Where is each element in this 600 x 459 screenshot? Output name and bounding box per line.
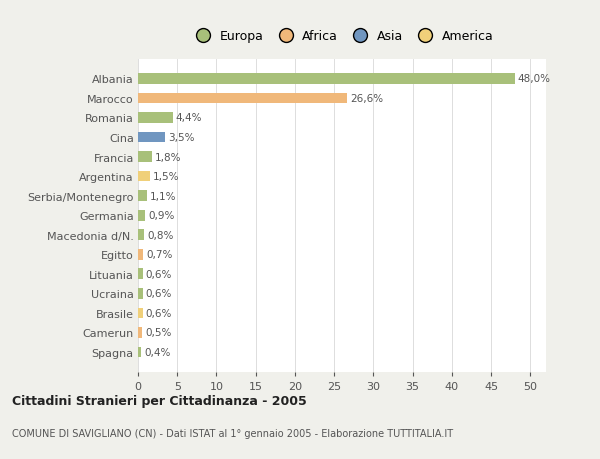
Text: 0,6%: 0,6%: [146, 269, 172, 279]
Text: 0,6%: 0,6%: [146, 308, 172, 318]
Text: COMUNE DI SAVIGLIANO (CN) - Dati ISTAT al 1° gennaio 2005 - Elaborazione TUTTITA: COMUNE DI SAVIGLIANO (CN) - Dati ISTAT a…: [12, 428, 453, 438]
Bar: [138, 347, 141, 358]
Bar: [138, 308, 143, 319]
Bar: [138, 74, 515, 84]
Text: Cittadini Stranieri per Cittadinanza - 2005: Cittadini Stranieri per Cittadinanza - 2…: [12, 394, 307, 407]
Text: 0,4%: 0,4%: [144, 347, 170, 357]
Bar: [138, 93, 347, 104]
Bar: [138, 230, 144, 241]
Bar: [138, 171, 150, 182]
Text: 48,0%: 48,0%: [518, 74, 551, 84]
Text: 0,7%: 0,7%: [146, 250, 173, 260]
Bar: [138, 249, 143, 260]
Bar: [138, 288, 143, 299]
Bar: [138, 327, 142, 338]
Text: 0,5%: 0,5%: [145, 328, 172, 338]
Text: 0,9%: 0,9%: [148, 211, 175, 221]
Bar: [138, 113, 173, 123]
Text: 1,8%: 1,8%: [155, 152, 182, 162]
Legend: Europa, Africa, Asia, America: Europa, Africa, Asia, America: [185, 25, 499, 48]
Bar: [138, 210, 145, 221]
Bar: [138, 191, 146, 202]
Text: 4,4%: 4,4%: [176, 113, 202, 123]
Bar: [138, 132, 166, 143]
Text: 26,6%: 26,6%: [350, 94, 383, 104]
Text: 3,5%: 3,5%: [169, 133, 195, 143]
Text: 0,8%: 0,8%: [148, 230, 174, 240]
Bar: [138, 152, 152, 162]
Text: 0,6%: 0,6%: [146, 289, 172, 299]
Text: 1,1%: 1,1%: [150, 191, 176, 201]
Bar: [138, 269, 143, 280]
Text: 1,5%: 1,5%: [153, 172, 179, 182]
